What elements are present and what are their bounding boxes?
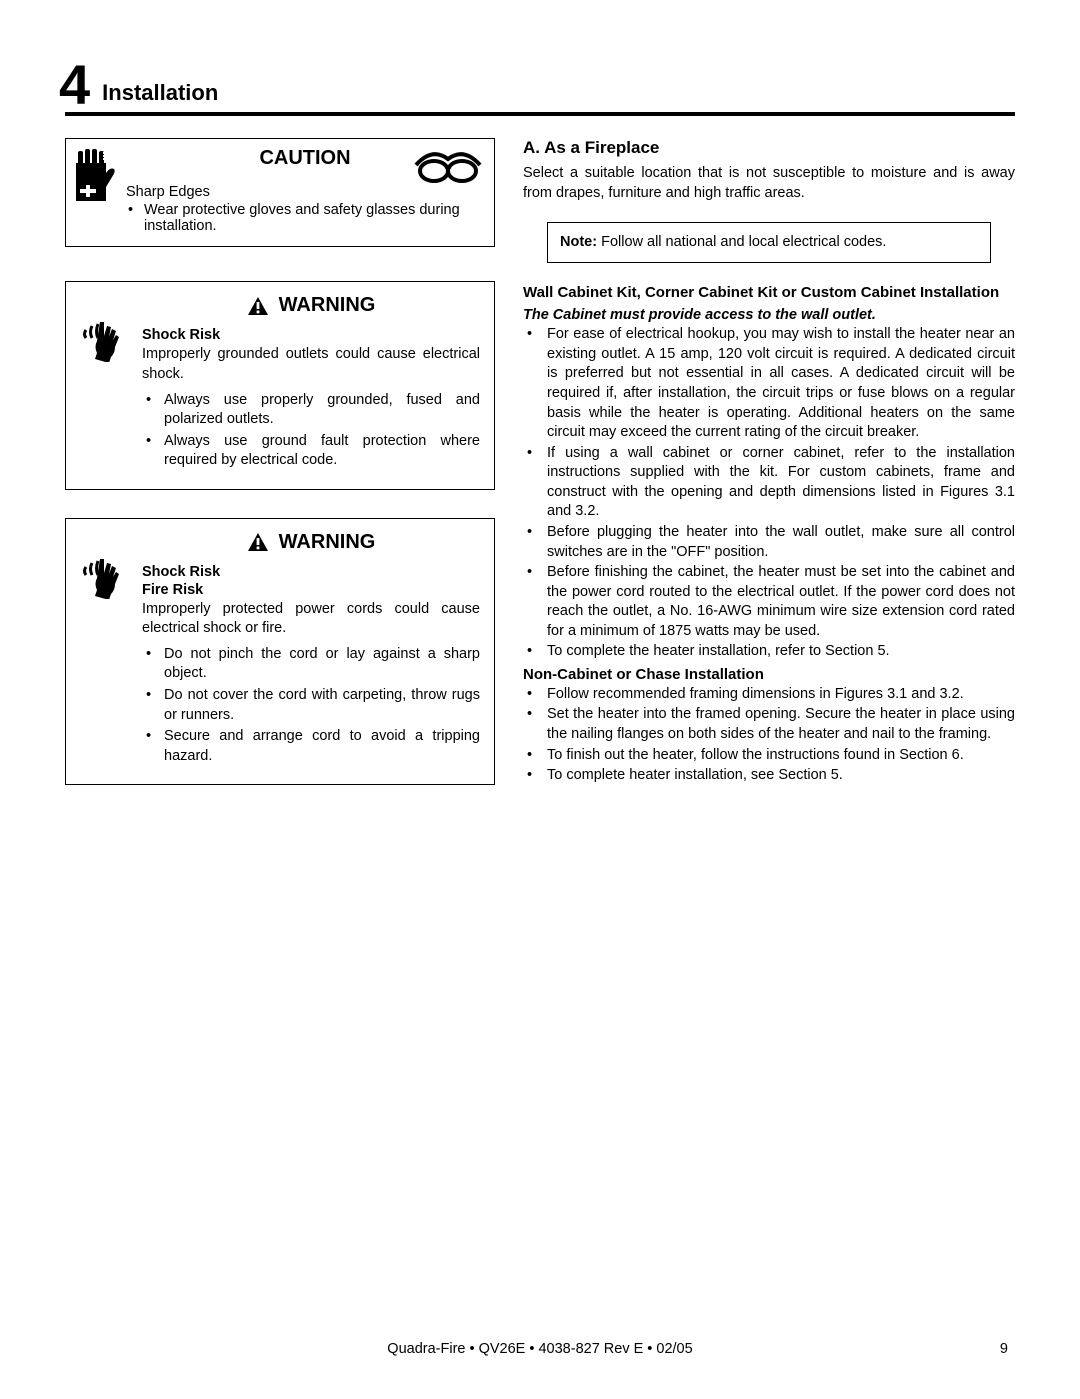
list-item: Set the heater into the framed opening. …	[547, 705, 1015, 744]
list-item: For ease of electrical hookup, you may w…	[547, 325, 1015, 442]
heading-a: A. As a Fireplace	[523, 138, 1015, 158]
section-header: 4 Installation	[65, 60, 1015, 116]
para-a: Select a suitable location that is not s…	[523, 164, 1015, 203]
caution-box: CAUTION Sharp Edges Wear protective glov…	[65, 138, 495, 247]
section-number: 4	[59, 60, 90, 110]
warning-item: Always use ground fault protection where…	[164, 432, 480, 471]
warning-text: Improperly protected power cords could c…	[142, 600, 480, 639]
section-title: Installation	[102, 80, 218, 110]
footer-text: Quadra-Fire • QV26E • 4038-827 Rev E • 0…	[0, 1341, 1080, 1357]
page-number: 9	[1000, 1341, 1008, 1357]
note-box: Note: Follow all national and local elec…	[547, 222, 991, 264]
warning-title-text: WARNING	[279, 531, 376, 554]
shock-hand-icon	[66, 519, 140, 785]
list-item: Follow recommended framing dimensions in…	[547, 685, 1015, 705]
warning-box-fire: WARNING Shock Risk Fire Risk Improperly …	[65, 518, 495, 786]
glove-icon	[66, 139, 122, 246]
wall-cabinet-heading: Wall Cabinet Kit, Corner Cabinet Kit or …	[523, 283, 1015, 303]
warning-subtitle: Shock Risk	[142, 564, 480, 580]
list-item: Before plugging the heater into the wall…	[547, 523, 1015, 562]
warning-subtitle: Shock Risk	[142, 327, 480, 343]
non-cabinet-heading: Non-Cabinet or Chase Installation	[523, 666, 1015, 683]
warning-title: WARNING	[142, 294, 480, 317]
warning-item: Secure and arrange cord to avoid a tripp…	[164, 727, 480, 766]
warning-item: Always use properly grounded, fused and …	[164, 391, 480, 430]
list-item: To finish out the heater, follow the ins…	[547, 746, 1015, 766]
warning-title: WARNING	[142, 531, 480, 554]
warning-list: Do not pinch the cord or lay against a s…	[142, 645, 480, 766]
note-text: Follow all national and local electrical…	[597, 234, 886, 250]
list-item: To complete the heater installation, ref…	[547, 642, 1015, 662]
warning-title-text: WARNING	[279, 294, 376, 317]
note-label: Note:	[560, 234, 597, 250]
list-item: If using a wall cabinet or corner cabine…	[547, 444, 1015, 522]
warning-text: Improperly grounded outlets could cause …	[142, 345, 480, 384]
warning-triangle-icon	[247, 296, 269, 316]
warning-box-shock: WARNING Shock Risk Improperly grounded o…	[65, 281, 495, 489]
caution-list: Wear protective gloves and safety glasse…	[126, 202, 484, 234]
two-column-layout: CAUTION Sharp Edges Wear protective glov…	[65, 138, 1015, 813]
warning-triangle-icon	[247, 532, 269, 552]
warning-item: Do not cover the cord with carpeting, th…	[164, 686, 480, 725]
caution-item: Wear protective gloves and safety glasse…	[144, 202, 484, 234]
warning-item: Do not pinch the cord or lay against a s…	[164, 645, 480, 684]
wall-cabinet-list: For ease of electrical hookup, you may w…	[523, 325, 1015, 662]
non-cabinet-list: Follow recommended framing dimensions in…	[523, 685, 1015, 786]
warning-subtitle: Fire Risk	[142, 582, 480, 598]
glasses-icon	[412, 145, 484, 190]
wall-cabinet-italic: The Cabinet must provide access to the w…	[523, 307, 1015, 323]
warning-list: Always use properly grounded, fused and …	[142, 391, 480, 471]
shock-hand-icon	[66, 282, 140, 488]
list-item: To complete heater installation, see Sec…	[547, 766, 1015, 786]
left-column: CAUTION Sharp Edges Wear protective glov…	[65, 138, 495, 813]
list-item: Before finishing the cabinet, the heater…	[547, 563, 1015, 641]
right-column: A. As a Fireplace Select a suitable loca…	[523, 138, 1015, 813]
